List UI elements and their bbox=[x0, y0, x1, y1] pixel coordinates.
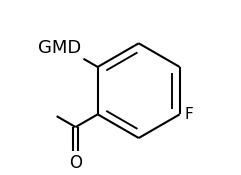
Text: O: O bbox=[69, 153, 82, 172]
Text: GMD: GMD bbox=[38, 39, 82, 57]
Text: F: F bbox=[184, 107, 193, 122]
